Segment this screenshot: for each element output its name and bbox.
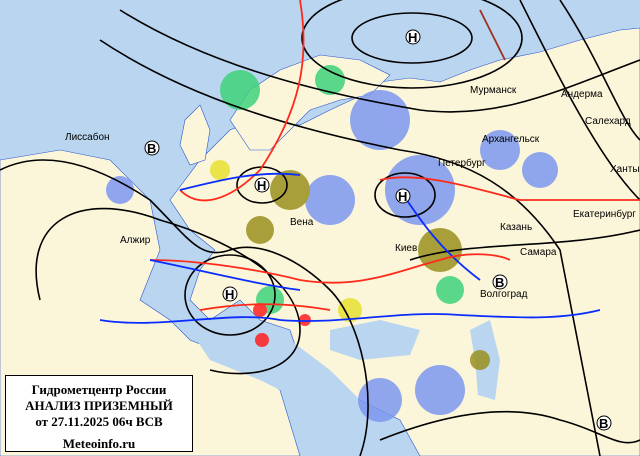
city-aljir: Алжир <box>120 235 151 246</box>
city-kiev: Киев <box>395 243 417 254</box>
land-eurasia <box>169 27 640 456</box>
analysis-date: от 27.11.2025 06ч ВСВ <box>35 414 163 429</box>
city-labels: Мурманск Андерма Салехард Архангельск Пе… <box>65 85 640 300</box>
land-britain <box>179 104 211 166</box>
low-pressure-center: Н <box>405 29 421 45</box>
pressure-centers: Н Н Н Н В В В <box>144 29 612 431</box>
city-khanty: Ханты <box>610 164 640 175</box>
svg-text:В: В <box>599 416 608 431</box>
analysis-type: АНАЛИЗ ПРИЗЕМНЫЙ <box>25 398 173 413</box>
svg-text:Н: Н <box>398 189 407 204</box>
city-ekaterinburg: Екатеринбург <box>573 208 636 220</box>
svg-text:Н: Н <box>408 30 417 45</box>
city-kazan: Казань <box>500 222 532 233</box>
svg-text:В: В <box>147 141 156 156</box>
city-amderma: Андерма <box>561 89 603 100</box>
low-pressure-center: Н <box>254 177 270 193</box>
high-pressure-center: В <box>144 140 160 156</box>
low-pressure-center: Н <box>222 286 238 302</box>
site-link[interactable]: Meteoinfo.ru <box>62 436 136 451</box>
city-lissabon: Лиссабон <box>65 131 110 143</box>
svg-text:Н: Н <box>257 178 266 193</box>
sea-black <box>330 320 420 360</box>
sea-mediterranean <box>190 320 360 410</box>
org-name: Гидрометцентр России <box>31 382 167 397</box>
city-peterburg: Петербург <box>438 157 486 169</box>
city-arkhangelsk: Архангельск <box>482 134 540 145</box>
city-volgograd: Волгоград <box>480 289 528 300</box>
high-pressure-center: В <box>596 415 612 431</box>
fronts <box>99 0 640 324</box>
low-pressure-center: Н <box>395 188 411 204</box>
svg-text:Н: Н <box>225 287 234 302</box>
svg-text:В: В <box>495 275 504 290</box>
map-title-box: Гидрометцентр России АНАЛИЗ ПРИЗЕМНЫЙ от… <box>5 375 193 452</box>
city-samara: Самара <box>520 247 557 258</box>
city-murmansk: Мурманск <box>470 85 517 96</box>
city-vena: Вена <box>290 217 314 228</box>
city-salekhard: Салехард <box>585 116 631 127</box>
high-pressure-center: В <box>492 274 508 290</box>
